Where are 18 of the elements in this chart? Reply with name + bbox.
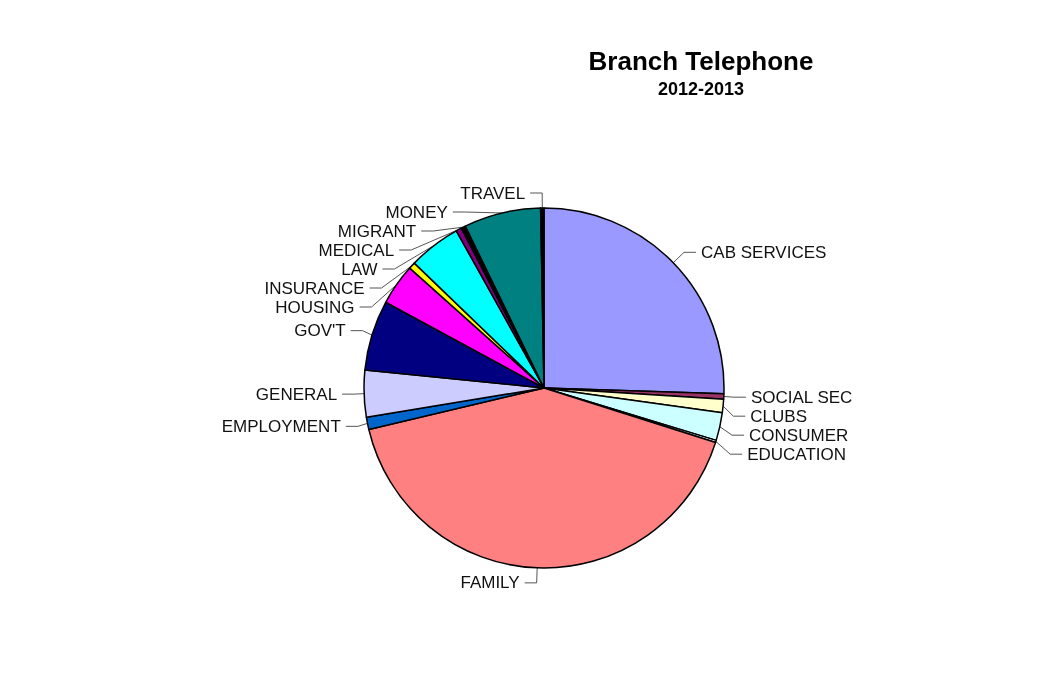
slice-label: EMPLOYMENT (221, 416, 341, 436)
slice-label: CAB SERVICES (701, 242, 827, 262)
slice-label: TRAVEL (460, 183, 526, 203)
slice-label: SOCIAL SEC (750, 387, 853, 407)
slice-label: GENERAL (255, 384, 338, 404)
slice-label: LAW (341, 259, 378, 279)
slice-label: MEDICAL (318, 240, 395, 260)
slice-label: GOV'T (294, 321, 346, 341)
slice-label: INSURANCE (264, 278, 365, 298)
chart-subtitle: 2012-2013 (657, 79, 745, 99)
slice-label: HOUSING (275, 297, 355, 317)
slice-label: CONSUMER (749, 425, 849, 445)
slice-label: CLUBS (750, 406, 807, 426)
slice-label: MONEY (385, 202, 448, 222)
chart-title: Branch Telephone (588, 46, 814, 76)
slice-label: MIGRANT (337, 221, 417, 241)
slice-label: EDUCATION (747, 444, 847, 464)
slice-label: FAMILY (460, 573, 520, 593)
